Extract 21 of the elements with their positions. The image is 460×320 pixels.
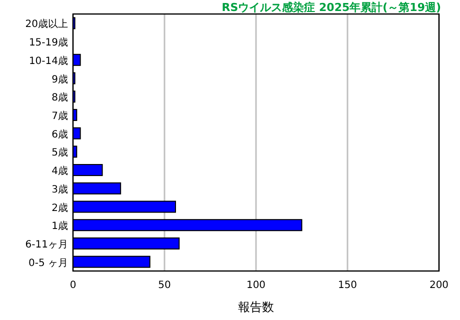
y-tick-label: 3歳 [52,183,68,196]
y-tick-label: 0-5 ヶ月 [28,258,68,269]
y-tick-label: 2歳 [52,202,68,214]
x-axis-title: 報告数 [238,300,274,314]
y-tick-label: 4歳 [52,165,68,178]
y-tick-label: 9歳 [52,73,68,86]
chart-title: RSウイルス感染症 2025年累計(～第19週) [222,1,441,14]
y-tick-label: 10-14歳 [28,54,68,67]
y-tick-label: 7歳 [52,110,68,122]
x-tick-label: 50 [158,280,171,291]
x-tick-label: 150 [338,280,358,291]
y-tick-label: 6-11ヶ月 [25,239,68,250]
y-tick-label: 8歳 [52,92,68,104]
x-tick-label: 0 [70,280,76,291]
x-tick-label: 100 [246,280,266,291]
x-tick-label: 200 [429,280,449,291]
y-tick-label: 5歳 [52,146,68,159]
y-tick-label: 1歳 [52,220,68,232]
y-tick-label: 15-19歳 [28,36,68,49]
y-tick-label: 6歳 [52,128,68,140]
y-tick-label: 20歳以上 [25,18,68,30]
